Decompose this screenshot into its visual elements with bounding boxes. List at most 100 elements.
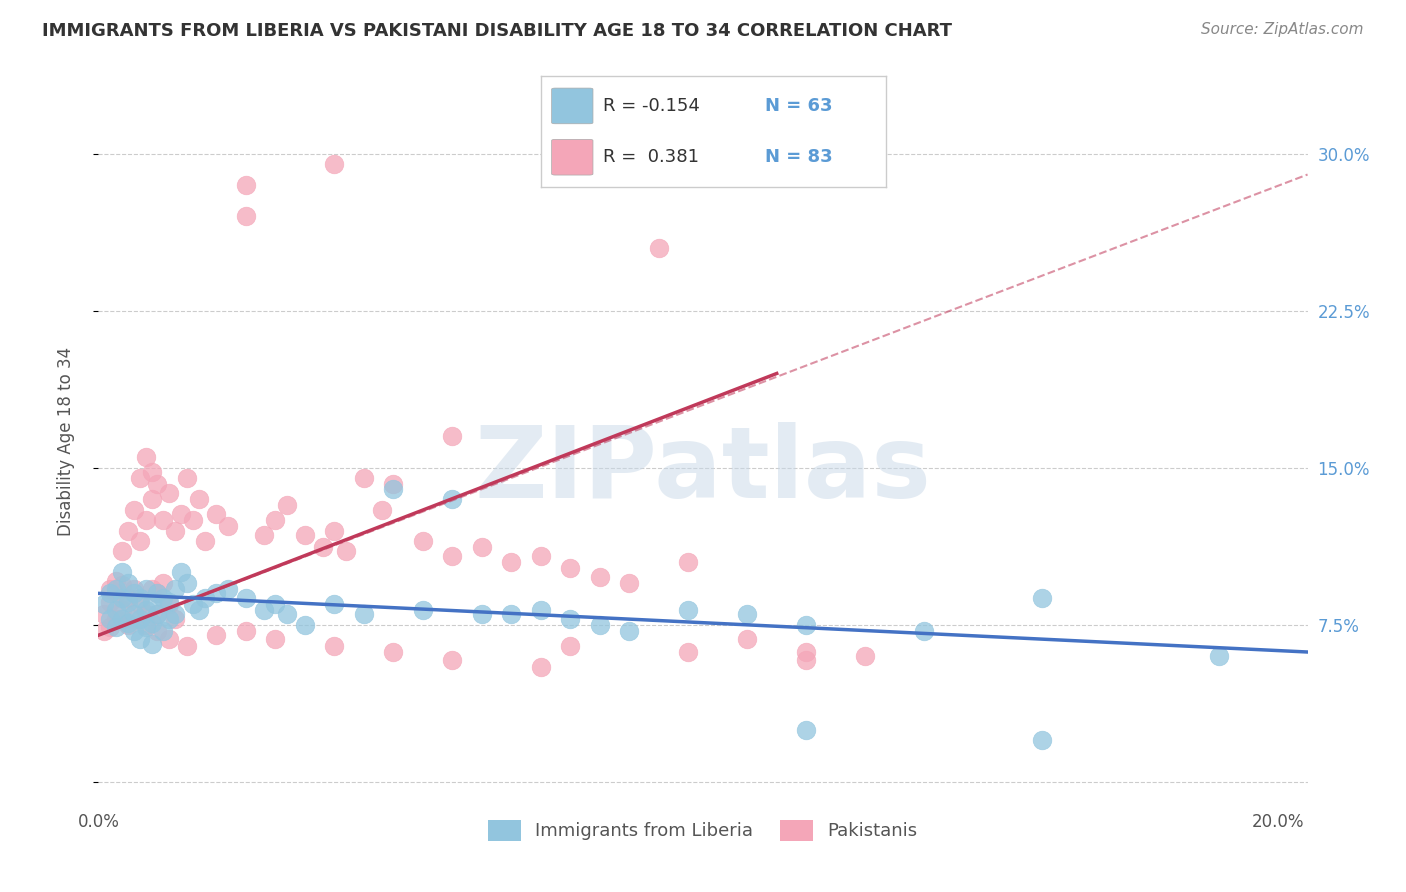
Y-axis label: Disability Age 18 to 34: Disability Age 18 to 34: [56, 347, 75, 536]
Point: [122, 586, 145, 600]
Point: [1031, 591, 1053, 605]
Point: [589, 617, 612, 632]
Point: [141, 615, 163, 630]
Point: [194, 534, 217, 549]
Point: [122, 611, 145, 625]
FancyBboxPatch shape: [551, 139, 593, 175]
Point: [165, 607, 187, 622]
Point: [152, 513, 174, 527]
Point: [165, 524, 187, 538]
Point: [135, 582, 157, 597]
Point: [501, 607, 523, 622]
Point: [135, 513, 157, 527]
Point: [170, 566, 193, 580]
Point: [105, 586, 128, 600]
Point: [128, 632, 150, 647]
Point: [111, 578, 134, 592]
Point: [678, 645, 700, 659]
Point: [165, 611, 187, 625]
Point: [128, 611, 150, 625]
Point: [122, 582, 145, 597]
Point: [146, 607, 169, 622]
Point: [122, 624, 145, 638]
Point: [252, 603, 274, 617]
Point: [735, 632, 758, 647]
Point: [157, 611, 180, 625]
Point: [141, 582, 163, 597]
Text: R =  0.381: R = 0.381: [603, 148, 699, 166]
Point: [205, 628, 228, 642]
Point: [157, 595, 180, 609]
Legend: Immigrants from Liberia, Pakistanis: Immigrants from Liberia, Pakistanis: [481, 813, 925, 848]
Point: [794, 653, 817, 667]
Point: [135, 617, 157, 632]
Text: N = 83: N = 83: [765, 148, 832, 166]
Point: [235, 591, 257, 605]
Point: [122, 502, 145, 516]
Point: [252, 527, 274, 541]
Point: [93, 624, 115, 638]
Point: [678, 555, 700, 569]
Point: [235, 178, 257, 192]
Point: [353, 471, 375, 485]
Point: [117, 575, 139, 590]
Point: [98, 620, 121, 634]
Point: [794, 645, 817, 659]
Point: [412, 534, 434, 549]
Point: [530, 603, 553, 617]
Point: [560, 611, 582, 625]
Point: [794, 617, 817, 632]
Point: [311, 541, 333, 555]
Point: [152, 624, 174, 638]
Point: [648, 241, 671, 255]
Point: [382, 482, 405, 496]
Point: [412, 603, 434, 617]
Point: [117, 617, 139, 632]
Point: [560, 561, 582, 575]
Point: [471, 541, 494, 555]
Point: [105, 582, 128, 597]
Point: [111, 591, 134, 605]
Point: [165, 582, 187, 597]
Point: [135, 450, 157, 465]
Point: [105, 611, 128, 625]
Point: [128, 597, 150, 611]
Point: [146, 586, 169, 600]
Point: [1031, 733, 1053, 747]
Point: [370, 502, 392, 516]
Point: [135, 603, 157, 617]
Point: [93, 597, 115, 611]
Point: [152, 575, 174, 590]
Point: [176, 639, 198, 653]
Point: [205, 507, 228, 521]
Point: [152, 591, 174, 605]
Point: [157, 632, 180, 647]
Point: [157, 486, 180, 500]
Point: [530, 659, 553, 673]
Point: [146, 624, 169, 638]
Point: [98, 611, 121, 625]
Point: [235, 624, 257, 638]
Point: [128, 471, 150, 485]
Point: [501, 555, 523, 569]
Point: [1208, 649, 1230, 664]
Point: [217, 519, 239, 533]
Point: [441, 492, 464, 507]
Text: Source: ZipAtlas.com: Source: ZipAtlas.com: [1201, 22, 1364, 37]
Point: [141, 465, 163, 479]
Point: [105, 620, 128, 634]
Point: [141, 492, 163, 507]
Point: [323, 157, 346, 171]
Point: [735, 607, 758, 622]
Point: [176, 471, 198, 485]
Point: [105, 574, 128, 588]
Point: [471, 607, 494, 622]
Point: [794, 723, 817, 737]
Point: [146, 477, 169, 491]
Text: IMMIGRANTS FROM LIBERIA VS PAKISTANI DISABILITY AGE 18 TO 34 CORRELATION CHART: IMMIGRANTS FROM LIBERIA VS PAKISTANI DIS…: [42, 22, 952, 40]
Point: [678, 603, 700, 617]
Point: [441, 653, 464, 667]
Point: [181, 597, 204, 611]
Point: [441, 549, 464, 563]
Text: N = 63: N = 63: [765, 97, 832, 115]
